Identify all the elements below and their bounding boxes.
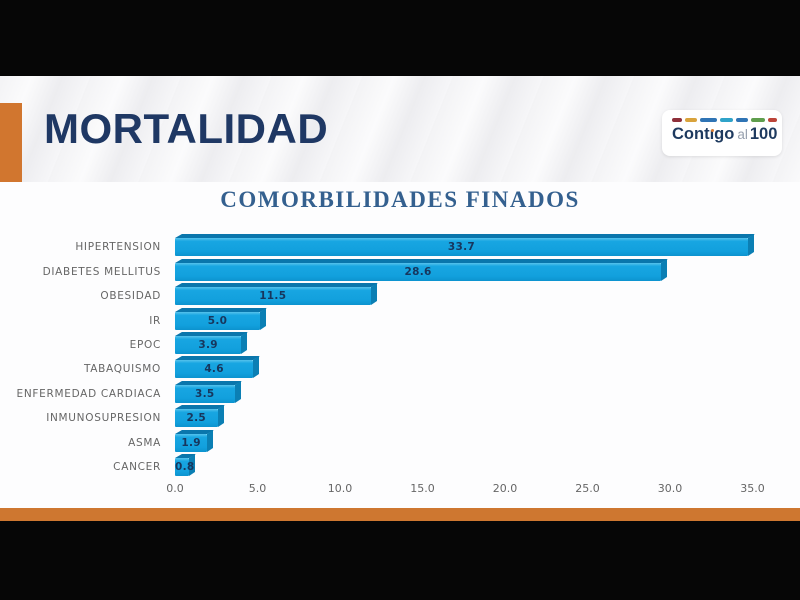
bar-value-label: 0.8 (175, 461, 195, 474)
x-axis: 0.0 5.0 10.0 15.0 20.0 25.0 30.0 35.0 (0, 482, 800, 498)
contigo-al-100-logo: Contıgo al 100 (662, 110, 782, 156)
category-label: ASMA (128, 436, 161, 449)
orange-accent-block (0, 103, 22, 182)
bar: 0.8 (175, 458, 195, 477)
x-axis-tick-label: 0.0 (166, 482, 184, 495)
bar-value-label: 28.6 (404, 265, 432, 278)
bar: 1.9 (175, 433, 208, 452)
chart: COMORBILIDADES FINADOS HIPERTENSION 33.7 D… (0, 182, 800, 508)
logo-dash-segment (672, 118, 682, 122)
bar: 2.5 (175, 409, 218, 428)
category-label: OBESIDAD (100, 290, 161, 303)
bottom-orange-bar (0, 508, 800, 521)
bar: 11.5 (175, 287, 371, 306)
category-label: DIABETES MELLITUS (42, 265, 161, 278)
bar-row: DIABETES MELLITUS 28.6 (0, 259, 800, 283)
x-axis-tick-label: 30.0 (657, 482, 683, 495)
bar-row: CANCER 0.8 (0, 455, 800, 479)
chart-title: COMORBILIDADES FINADOS (220, 187, 580, 212)
category-label: EPOC (129, 338, 161, 351)
bar-value-label: 4.6 (204, 363, 224, 376)
logo-dashes (672, 118, 777, 122)
bar-value-label: 1.9 (181, 436, 201, 449)
bar-plot: HIPERTENSION 33.7 DIABETES MELLITUS 28.6 OBE… (0, 235, 800, 479)
page-title: MORTALIDAD (44, 105, 329, 152)
x-axis-tick-label: 20.0 (492, 482, 518, 495)
category-label: INMUNOSUPRESION (46, 412, 161, 425)
logo-dash-segment (700, 118, 717, 122)
bar: 33.7 (175, 238, 748, 257)
category-label: ENFERMEDAD CARDIACA (16, 387, 161, 400)
logo-text-al: al (737, 127, 748, 142)
logo-dash-segment (736, 118, 748, 122)
logo-text-100: 100 (749, 125, 778, 143)
category-label: IR (149, 314, 161, 327)
bottom-frame-bar (0, 521, 800, 600)
bar-row: EPOC 3.9 (0, 333, 800, 357)
bar: 28.6 (175, 262, 662, 281)
logo-text-contigo-post: go (714, 125, 735, 143)
bar: 3.5 (175, 384, 235, 403)
x-axis-tick-label: 35.0 (740, 482, 765, 495)
bar-row: ENFERMEDAD CARDIACA 3.5 (0, 382, 800, 406)
x-axis-tick-label: 25.0 (575, 482, 600, 495)
bar: 5.0 (175, 311, 260, 330)
logo-i-dot: ı (709, 125, 715, 143)
category-label: TABAQUISMO (83, 363, 161, 376)
bar-row: ASMA 1.9 (0, 431, 800, 455)
logo-dash-segment (751, 118, 765, 122)
x-axis-tick-label: 15.0 (410, 482, 435, 495)
bar: 4.6 (175, 360, 254, 379)
bar-value-label: 3.5 (194, 387, 215, 400)
bar-row: HIPERTENSION 33.7 (0, 235, 800, 259)
bar-value-label: 2.5 (186, 412, 206, 425)
bar-row: INMUNOSUPRESION 2.5 (0, 406, 800, 430)
bar-value-label: 5.0 (207, 314, 228, 327)
bar-row: OBESIDAD 11.5 (0, 284, 800, 308)
logo-dash-segment (720, 118, 733, 122)
bar-value-label: 33.7 (447, 241, 475, 254)
bar-value-label: 11.5 (259, 290, 287, 303)
top-frame-bar (0, 0, 800, 76)
category-label: CANCER (113, 461, 161, 474)
logo-dash-segment (768, 118, 777, 122)
logo-text-contigo-pre: Cont (672, 125, 710, 143)
bar-row: TABAQUISMO 4.6 (0, 357, 800, 381)
x-axis-tick-label: 10.0 (327, 482, 353, 495)
bar-value-label: 3.9 (198, 338, 218, 351)
bar: 3.9 (175, 335, 242, 354)
category-label: HIPERTENSION (75, 241, 161, 254)
header: MORTALIDAD Contıgo al 100 (0, 76, 800, 182)
x-axis-tick-label: 5.0 (248, 482, 267, 495)
logo-dash-segment (685, 118, 697, 122)
logo-text: Contıgo al 100 (672, 125, 777, 144)
bar-row: IR 5.0 (0, 308, 800, 332)
